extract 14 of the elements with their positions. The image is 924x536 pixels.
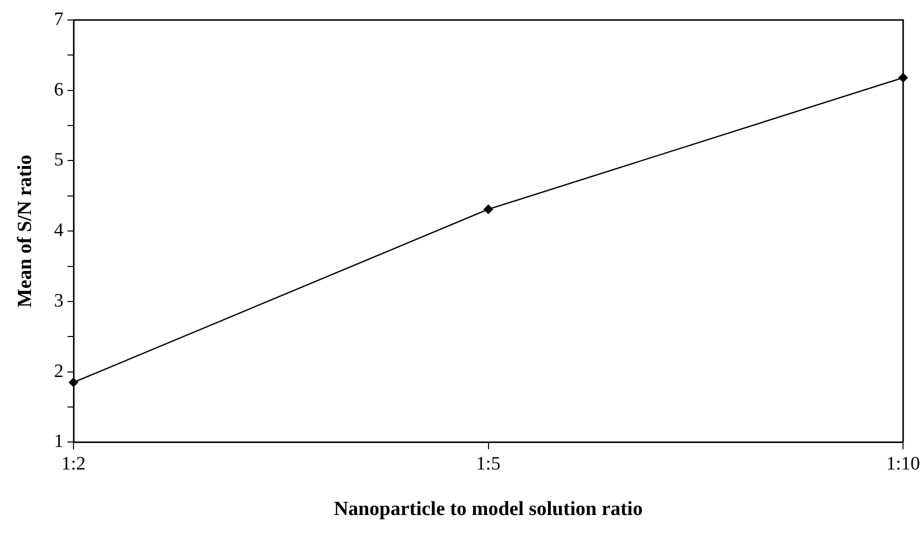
- point: [484, 204, 493, 214]
- y-tick-label: 3: [54, 290, 64, 312]
- x-tick-label: 1:5: [476, 454, 500, 475]
- y-tick-label: 6: [54, 79, 64, 100]
- y-axis-title: Mean of S/N ratio: [14, 154, 36, 308]
- y-tick-label: 2: [54, 360, 64, 382]
- x-tick-label: 1:10: [886, 454, 920, 475]
- y-tick-label: 4: [54, 220, 64, 242]
- x-tick-label: 1:2: [61, 454, 86, 475]
- point: [68, 378, 78, 388]
- y-tick-label: 5: [54, 150, 64, 171]
- y-tick-label: 1: [54, 431, 64, 452]
- y-tick-label: 7: [54, 8, 64, 30]
- x-axis-title: Nanoparticle to model solution ratio: [334, 498, 643, 520]
